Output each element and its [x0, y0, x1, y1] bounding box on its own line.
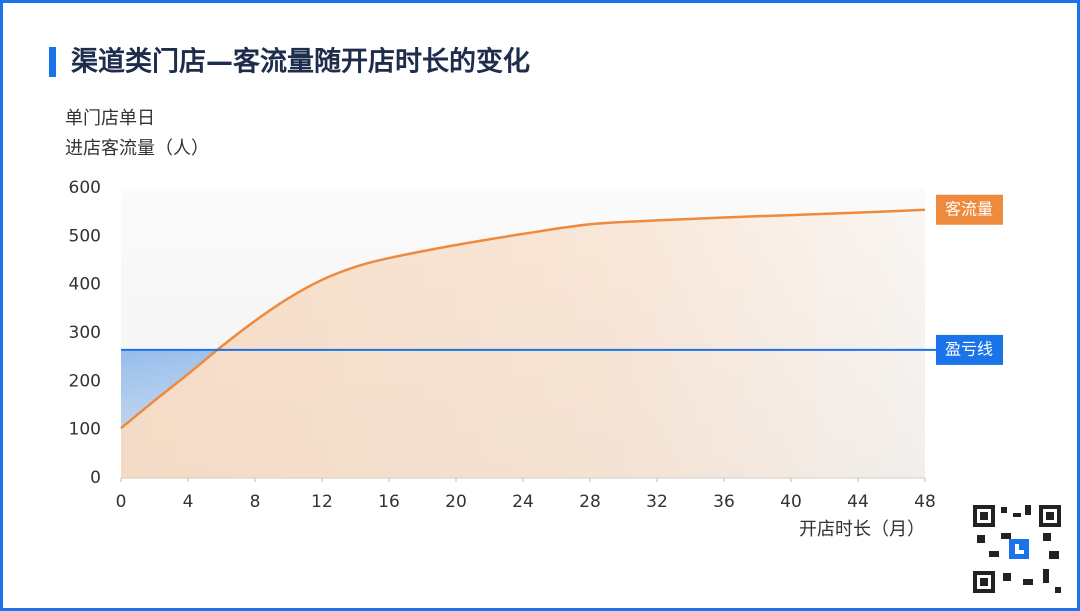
x-tick-label: 20 — [445, 492, 467, 512]
x-tick-label: 24 — [512, 492, 534, 512]
x-tick-label: 28 — [579, 492, 601, 512]
x-tick-label: 12 — [311, 492, 333, 512]
x-tick-label: 8 — [250, 492, 261, 512]
y-tick-label: 300 — [69, 323, 101, 343]
x-tick-label: 16 — [378, 492, 400, 512]
y-tick-label: 200 — [69, 371, 101, 391]
x-tick-label: 36 — [713, 492, 735, 512]
x-axis-label: 开店时长（月） — [799, 519, 925, 540]
y-tick-label: 100 — [69, 420, 101, 440]
y-tick-label: 400 — [69, 275, 101, 295]
x-tick-label: 40 — [780, 492, 802, 512]
x-tick-label: 44 — [847, 492, 869, 512]
area-fill — [121, 209, 925, 478]
legend-label: 盈亏线 — [945, 339, 993, 358]
legend-label: 客流量 — [945, 199, 993, 218]
y-axis-label: 单门店单日 — [65, 108, 155, 129]
y-tick-label: 500 — [69, 226, 101, 246]
title-marker — [49, 47, 56, 77]
y-tick-label: 600 — [69, 178, 101, 198]
legend-box — [936, 334, 1003, 365]
x-tick-label: 4 — [183, 492, 194, 512]
y-axis-label: 进店客流量（人） — [65, 138, 209, 159]
y-tick-label: 0 — [90, 468, 101, 488]
x-tick-label: 48 — [914, 492, 936, 512]
chart-title: 渠道类门店—客流量随开店时长的变化 — [71, 46, 530, 78]
x-tick-label: 32 — [646, 492, 668, 512]
qr-code — [971, 503, 1063, 595]
chart: 渠道类门店—客流量随开店时长的变化 单门店单日 进店客流量（人） 开店时长（月）… — [49, 46, 1063, 595]
x-tick-label: 0 — [116, 492, 127, 512]
legend-box — [936, 194, 1003, 225]
